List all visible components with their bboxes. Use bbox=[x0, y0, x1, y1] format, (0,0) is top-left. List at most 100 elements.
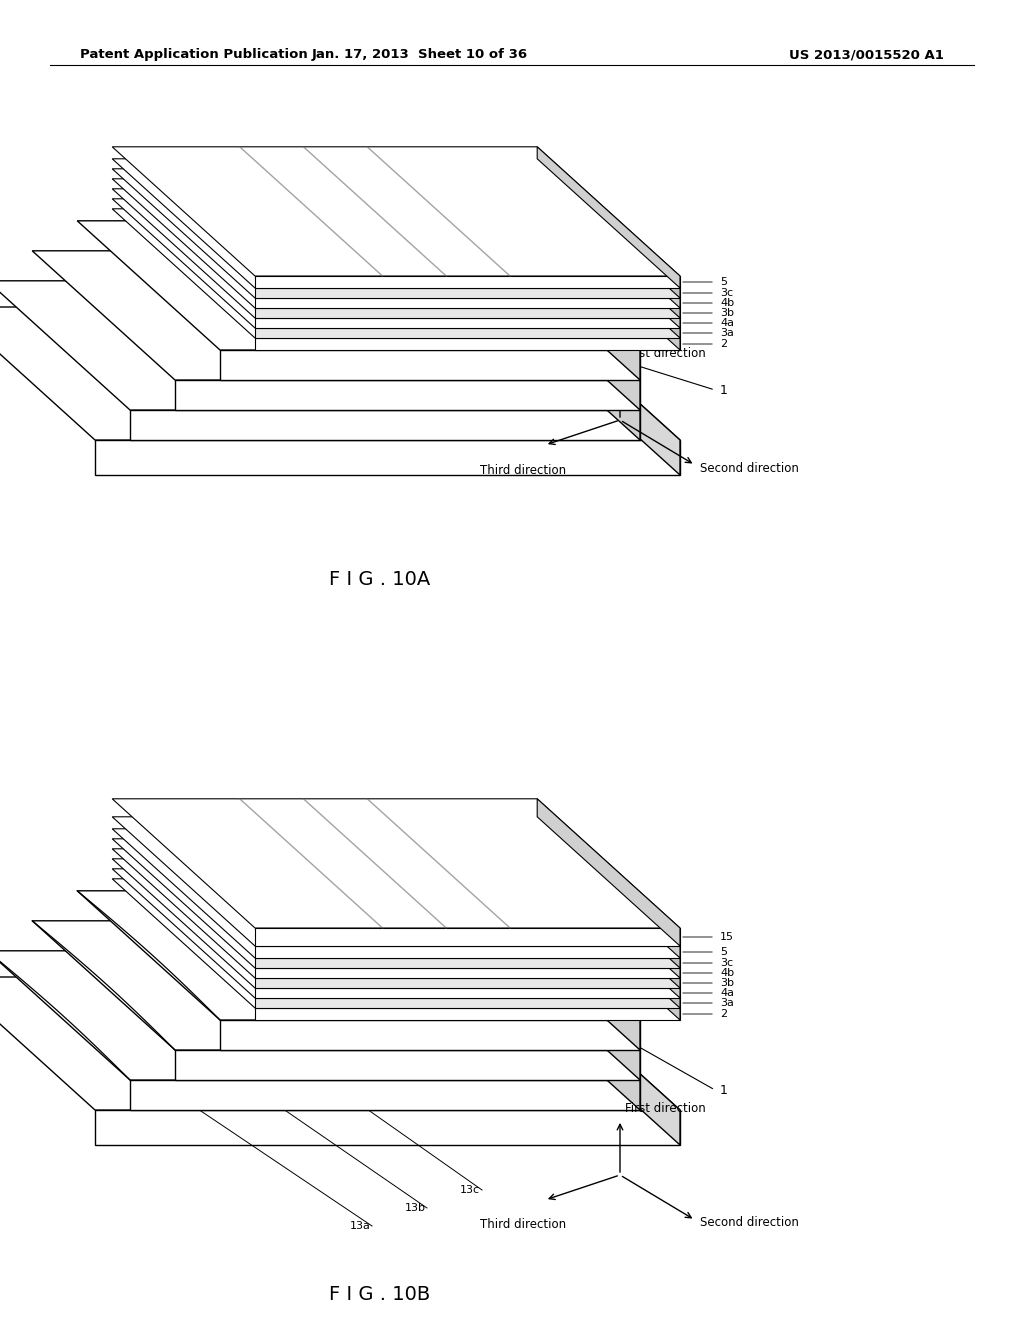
Text: 4a: 4a bbox=[720, 987, 734, 998]
Polygon shape bbox=[255, 946, 680, 958]
Text: 4a: 4a bbox=[720, 318, 734, 327]
Polygon shape bbox=[0, 308, 680, 440]
Polygon shape bbox=[538, 817, 680, 958]
Polygon shape bbox=[255, 968, 680, 978]
Text: Jan. 17, 2013  Sheet 10 of 36: Jan. 17, 2013 Sheet 10 of 36 bbox=[312, 48, 528, 61]
Polygon shape bbox=[538, 879, 680, 1020]
Polygon shape bbox=[255, 987, 680, 998]
Text: First direction: First direction bbox=[625, 347, 706, 360]
Text: 3c: 3c bbox=[720, 288, 733, 298]
Polygon shape bbox=[113, 209, 680, 338]
Text: Ion implantation: Ion implantation bbox=[260, 890, 362, 903]
Text: 5: 5 bbox=[720, 946, 727, 957]
Polygon shape bbox=[538, 849, 680, 987]
Text: 2: 2 bbox=[720, 1008, 727, 1019]
Polygon shape bbox=[220, 350, 640, 380]
Polygon shape bbox=[113, 147, 680, 276]
Polygon shape bbox=[255, 298, 680, 308]
Polygon shape bbox=[538, 209, 680, 350]
Polygon shape bbox=[498, 251, 640, 411]
Text: Third direction: Third direction bbox=[480, 1218, 566, 1232]
Text: 2: 2 bbox=[720, 339, 727, 348]
Polygon shape bbox=[0, 281, 640, 411]
Polygon shape bbox=[113, 169, 680, 298]
Polygon shape bbox=[498, 921, 640, 1080]
Polygon shape bbox=[113, 829, 680, 958]
Text: 1: 1 bbox=[720, 384, 728, 396]
Polygon shape bbox=[538, 869, 680, 1008]
Polygon shape bbox=[95, 1110, 680, 1144]
Polygon shape bbox=[498, 281, 640, 440]
Polygon shape bbox=[130, 411, 640, 440]
Text: US 2013/0015520 A1: US 2013/0015520 A1 bbox=[790, 48, 944, 61]
Polygon shape bbox=[175, 380, 640, 411]
Text: 5: 5 bbox=[720, 277, 727, 286]
Text: 3a: 3a bbox=[720, 998, 734, 1008]
Text: F I G . 10A: F I G . 10A bbox=[330, 570, 431, 589]
Polygon shape bbox=[255, 928, 680, 946]
Polygon shape bbox=[113, 859, 680, 987]
Text: 1: 1 bbox=[720, 1084, 728, 1097]
Polygon shape bbox=[113, 817, 680, 946]
Text: 3a: 3a bbox=[720, 327, 734, 338]
Polygon shape bbox=[538, 838, 680, 978]
Polygon shape bbox=[255, 978, 680, 987]
Polygon shape bbox=[538, 199, 680, 338]
Polygon shape bbox=[77, 891, 640, 1020]
Text: 4b: 4b bbox=[720, 298, 734, 308]
Polygon shape bbox=[77, 220, 640, 350]
Polygon shape bbox=[498, 950, 640, 1110]
Polygon shape bbox=[538, 859, 680, 998]
Polygon shape bbox=[538, 169, 680, 308]
Text: 3c: 3c bbox=[720, 958, 733, 968]
Polygon shape bbox=[32, 921, 640, 1049]
Text: 15: 15 bbox=[720, 932, 734, 942]
Polygon shape bbox=[95, 440, 680, 475]
Text: Patent Application Publication: Patent Application Publication bbox=[80, 48, 308, 61]
Polygon shape bbox=[538, 799, 680, 946]
Text: F I G . 10B: F I G . 10B bbox=[330, 1284, 431, 1304]
Polygon shape bbox=[534, 977, 680, 1144]
Polygon shape bbox=[130, 1080, 640, 1110]
Polygon shape bbox=[113, 838, 680, 968]
Polygon shape bbox=[0, 950, 640, 1080]
Text: 13c: 13c bbox=[460, 1185, 480, 1195]
Polygon shape bbox=[113, 189, 680, 318]
Text: 4b: 4b bbox=[720, 968, 734, 978]
Polygon shape bbox=[538, 158, 680, 298]
Polygon shape bbox=[255, 1008, 680, 1020]
Polygon shape bbox=[113, 869, 680, 998]
Text: Second direction: Second direction bbox=[700, 462, 799, 474]
Polygon shape bbox=[113, 879, 680, 1008]
Polygon shape bbox=[175, 1049, 640, 1080]
Polygon shape bbox=[538, 178, 680, 318]
Polygon shape bbox=[498, 891, 640, 1049]
Polygon shape bbox=[255, 276, 680, 288]
Text: First direction: First direction bbox=[625, 1102, 706, 1115]
Polygon shape bbox=[0, 977, 680, 1110]
Text: Second direction: Second direction bbox=[700, 1217, 799, 1229]
Polygon shape bbox=[113, 178, 680, 308]
Polygon shape bbox=[32, 251, 640, 380]
Polygon shape bbox=[113, 849, 680, 978]
Polygon shape bbox=[113, 199, 680, 327]
Polygon shape bbox=[255, 958, 680, 968]
Polygon shape bbox=[255, 338, 680, 350]
Text: 3b: 3b bbox=[720, 978, 734, 987]
Polygon shape bbox=[255, 998, 680, 1008]
Polygon shape bbox=[255, 327, 680, 338]
Polygon shape bbox=[113, 799, 680, 928]
Polygon shape bbox=[538, 829, 680, 968]
Text: 13a: 13a bbox=[350, 1221, 371, 1232]
Polygon shape bbox=[255, 318, 680, 327]
Text: 3b: 3b bbox=[720, 308, 734, 318]
Polygon shape bbox=[255, 308, 680, 318]
Polygon shape bbox=[220, 1020, 640, 1049]
Polygon shape bbox=[498, 220, 640, 380]
Polygon shape bbox=[534, 308, 680, 475]
Polygon shape bbox=[113, 158, 680, 288]
Polygon shape bbox=[255, 288, 680, 298]
Text: 13b: 13b bbox=[406, 1203, 426, 1213]
Polygon shape bbox=[538, 147, 680, 288]
Text: Third direction: Third direction bbox=[480, 463, 566, 477]
